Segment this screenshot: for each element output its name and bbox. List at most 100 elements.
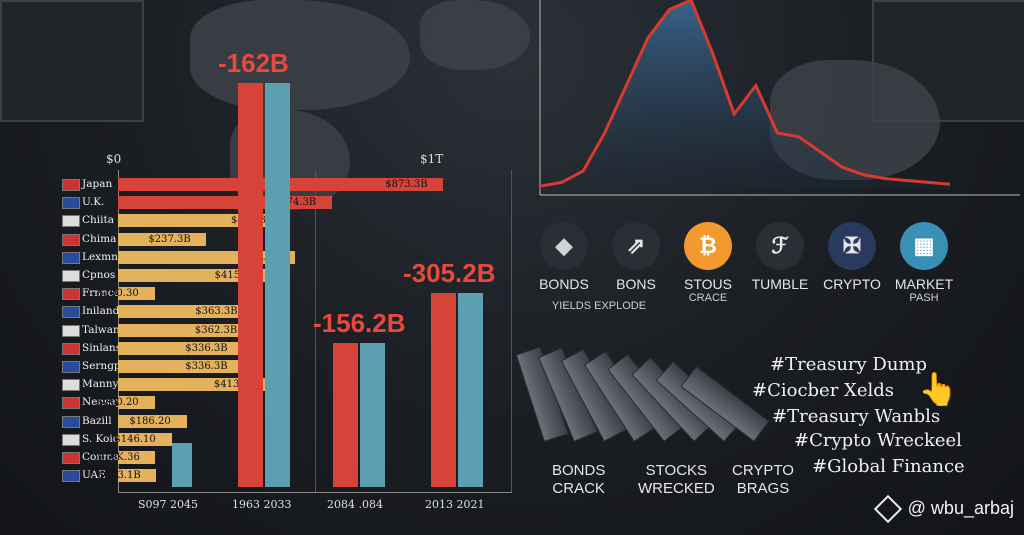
flag-icon [62, 197, 80, 210]
bar [118, 287, 156, 301]
flag-icon [62, 324, 80, 337]
icon-label: BONDS [539, 276, 589, 292]
bar [118, 269, 273, 282]
bar-value-label: $103.1B [98, 470, 141, 482]
bar [118, 396, 156, 410]
gridline [315, 170, 316, 492]
icon-sublabel: YIELDS EXPLODE [551, 300, 647, 312]
bar-value-label: $146.10 [114, 433, 156, 445]
broken-monitor-left [0, 0, 144, 122]
flag-icon [62, 179, 80, 191]
watermark: @ wbu_arbaj [873, 494, 1014, 523]
hand-pointing-icon: 👆 [918, 371, 958, 407]
map-continent-1 [190, 0, 410, 110]
country-label: Frnnces [82, 287, 126, 300]
group-value-label: -156.2B [313, 308, 406, 338]
crypto-market-panel: ◆ BONDS YIELDS EXPLODE ⇗ BONS ₿ STOUS CRACE ℱ TUM… [515, 210, 1024, 535]
flag-icon [62, 433, 80, 446]
hashtag: #Ciocber Xelds [752, 380, 895, 401]
bar-value-label: $100.20 [97, 397, 139, 409]
flag-icon [62, 397, 80, 410]
map-continent-3 [420, 0, 530, 70]
flag-icon [62, 470, 80, 483]
ethereum-icon: ◆ [540, 222, 588, 270]
country-label: UAE [82, 469, 106, 482]
bar-value-label: $100.30 [97, 288, 139, 300]
bar [118, 469, 157, 483]
group-bar-red [333, 343, 358, 487]
bar-value-label: $186.20 [129, 415, 171, 427]
bar-value-label: $363.3B [195, 306, 238, 318]
icon-label: STOUS [684, 276, 732, 292]
flag-icon [62, 361, 80, 373]
country-label: Iniland [82, 305, 120, 318]
bar [118, 341, 244, 355]
horizontal-bar-chart: $0 $1T Japan$873.3BU.K.$574.3BChiita$459… [62, 48, 512, 511]
icon-label: BONS [616, 276, 656, 292]
bar-value-label: $413.3B [213, 379, 257, 391]
bar [118, 323, 253, 337]
bar-value-label: $336.3B [185, 342, 228, 354]
bar-value-label: $415.3B [214, 270, 257, 281]
icon-sublabel: CRACE [688, 292, 728, 304]
flag-icon [62, 233, 80, 246]
icon-label: CRYPTO [823, 276, 881, 292]
crypto-icon: ✠ [828, 222, 876, 270]
line-chart [530, 0, 1024, 205]
country-label: Sinlans [82, 341, 122, 354]
flag-icon [62, 452, 80, 464]
group-bar-red [431, 293, 456, 487]
flag-icon [62, 251, 80, 264]
x-tick-zero: $0 [106, 152, 122, 166]
group-year-label: 2013 2021 [425, 498, 485, 511]
group-year-label: 1963 2033 [232, 498, 292, 511]
bar-value-label: $362.3B [194, 324, 238, 336]
flag-icon [62, 270, 80, 282]
bar [118, 432, 173, 446]
arrow-icon: ⇗ [612, 222, 660, 270]
flag-icon [62, 306, 80, 319]
bar [118, 305, 254, 319]
group-value-label: -305.2B [403, 258, 496, 288]
bottom-label: BONDS CRACK [552, 462, 606, 497]
flag-icon [62, 415, 80, 428]
hashtag: #Treasury Wanbls [772, 406, 941, 427]
flag-icon [62, 288, 80, 301]
bar [118, 360, 244, 373]
icon-label: TUMBLE [751, 276, 809, 292]
x-tick-max: $1T [420, 152, 444, 166]
bar-value-label: $574.3B [273, 197, 317, 209]
group-bar-blue [265, 83, 290, 487]
hashtag: #Crypto Wreckeel [794, 430, 962, 451]
country-label: Japan [82, 178, 113, 190]
group-value-label: -162B [218, 48, 289, 78]
bar [118, 414, 188, 428]
group-bar-blue [172, 443, 192, 487]
line-chart-series [539, 0, 951, 188]
hashtag: #Treasury Dump [770, 354, 928, 375]
country-label: S. Koice [82, 432, 125, 445]
group-bar-red [238, 83, 263, 487]
icon-sublabel: PASH [909, 292, 939, 304]
group-bar-blue [458, 293, 483, 487]
tumble-icon: ℱ [756, 222, 804, 270]
line-chart-area [540, 0, 950, 190]
bar [118, 232, 207, 246]
flag-icon [62, 379, 80, 392]
group-bar-blue [360, 343, 385, 487]
bar-value-label: $237.3B [148, 233, 191, 245]
diamond-logo-icon [873, 494, 902, 523]
flag-icon [62, 342, 80, 355]
watermark-handle: @ wbu_arbaj [907, 498, 1014, 518]
hashtag: #Global Finance [812, 456, 965, 477]
bar [118, 451, 156, 464]
country-label: Chiita [82, 214, 114, 227]
flag-icon [62, 215, 80, 228]
bar-value-label: $873.3B [385, 179, 428, 190]
market-icon: ▦ [900, 222, 948, 270]
bar-value-label: $336.3B [185, 361, 228, 372]
bottom-label: STOCKS WRECKED [638, 462, 715, 497]
line-chart-svg [539, 0, 1020, 196]
country-label: Bazill [82, 414, 112, 427]
group-year-label: 2084 .084 [327, 498, 383, 511]
